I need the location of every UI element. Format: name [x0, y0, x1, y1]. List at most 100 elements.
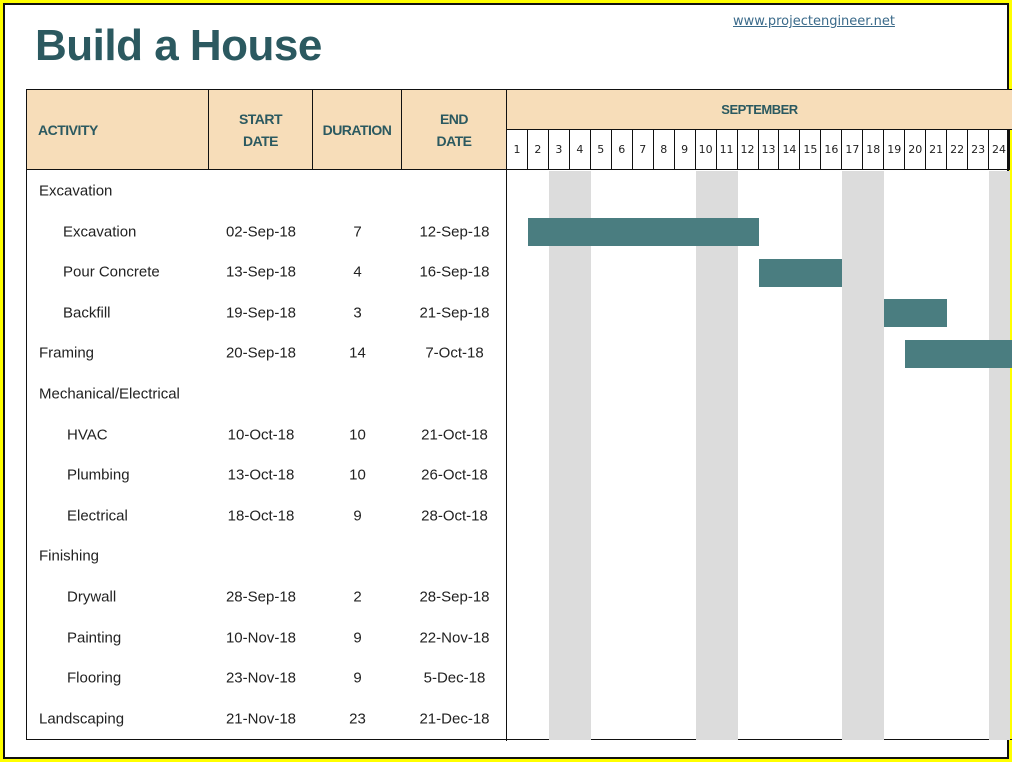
activity-name: Flooring	[67, 669, 122, 687]
table-row: Excavation	[27, 171, 507, 211]
end-date: 22-Nov-18	[419, 629, 490, 647]
header-duration: DURATION	[313, 90, 402, 170]
day-header: 7	[632, 130, 654, 170]
duration: 10	[349, 426, 366, 444]
start-date: 10-Oct-18	[227, 426, 295, 444]
divider	[506, 170, 507, 741]
end-date: 26-Oct-18	[421, 466, 488, 484]
task-bar[interactable]	[905, 339, 1012, 368]
end-date: 16-Sep-18	[419, 263, 490, 281]
day-header: 19	[884, 130, 906, 170]
start-date: 21-Nov-18	[225, 710, 297, 728]
day-header: 24	[989, 130, 1011, 170]
header-end-date: END DATE	[402, 90, 507, 170]
activity-name: Electrical	[67, 507, 128, 525]
table-row: Finishing	[27, 536, 507, 576]
page-title: Build a House	[35, 21, 322, 70]
start-date: 20-Sep-18	[225, 344, 297, 362]
activity-name: Finishing	[39, 547, 100, 565]
day-header: 23	[968, 130, 990, 170]
start-date: 13-Sep-18	[225, 263, 297, 281]
activity-name: Plumbing	[67, 466, 130, 484]
table-row: Landscaping 21-Nov-18 23 21-Dec-18	[27, 699, 507, 739]
duration: 2	[353, 588, 362, 606]
table-row: Drywall 28-Sep-18 2 28-Sep-18	[27, 577, 507, 617]
end-date: 21-Oct-18	[421, 426, 488, 444]
table-row: HVAC 10-Oct-18 10 21-Oct-18	[27, 415, 507, 455]
day-header: 8	[653, 130, 675, 170]
activity-name: Landscaping	[39, 710, 125, 728]
day-header: 16	[821, 130, 843, 170]
table-row: Flooring 23-Nov-18 9 5-Dec-18	[27, 658, 507, 698]
weekend-shade	[863, 171, 885, 740]
day-header: 15	[800, 130, 822, 170]
table-row: Excavation 02-Sep-18 7 12-Sep-18	[27, 212, 507, 252]
activity-name: Framing	[39, 344, 95, 362]
task-bar[interactable]	[527, 217, 759, 246]
header-month: SEPTEMBER	[507, 90, 1012, 130]
table-row: Electrical 18-Oct-18 9 28-Oct-18	[27, 496, 507, 536]
start-date: 28-Sep-18	[225, 588, 297, 606]
duration: 9	[353, 629, 362, 647]
day-header: 20	[905, 130, 927, 170]
weekend-shade	[695, 171, 717, 740]
duration: 9	[353, 507, 362, 525]
day-header: 3	[548, 130, 570, 170]
table-row: Mechanical/Electrical	[27, 374, 507, 414]
day-header: 10	[695, 130, 717, 170]
weekend-shade	[716, 171, 738, 740]
end-date: 5-Dec-18	[423, 669, 486, 687]
weekend-shade	[548, 171, 570, 740]
weekend-shade	[569, 171, 591, 740]
table-row: Backfill 19-Sep-18 3 21-Sep-18	[27, 293, 507, 333]
day-header: 5	[590, 130, 612, 170]
start-date: 02-Sep-18	[225, 223, 297, 241]
activity-name: HVAC	[67, 426, 108, 444]
day-header: 18	[863, 130, 885, 170]
table-row: Pour Concrete 13-Sep-18 4 16-Sep-18	[27, 252, 507, 292]
day-header: 13	[758, 130, 780, 170]
day-header: 12	[737, 130, 759, 170]
activity-name: Excavation	[63, 223, 137, 241]
start-date: 10-Nov-18	[225, 629, 297, 647]
weekend-shade	[842, 171, 864, 740]
start-date: 13-Oct-18	[227, 466, 295, 484]
end-date: 21-Sep-18	[419, 304, 490, 322]
task-bar[interactable]	[884, 299, 948, 328]
website-link[interactable]: www.projectengineer.net	[733, 14, 895, 29]
day-header: 2	[527, 130, 549, 170]
sheet: Build a House www.projectengineer.net AC…	[3, 3, 1012, 759]
duration: 3	[353, 304, 362, 322]
day-header: 9	[674, 130, 696, 170]
start-date: 18-Oct-18	[227, 507, 295, 525]
header-start-date: START DATE	[209, 90, 313, 170]
table-row: Plumbing 13-Oct-18 10 26-Oct-18	[27, 455, 507, 495]
start-date: 23-Nov-18	[225, 669, 297, 687]
day-header: 22	[947, 130, 969, 170]
day-header: 11	[716, 130, 738, 170]
duration: 7	[353, 223, 362, 241]
duration: 4	[353, 263, 362, 281]
day-header: 17	[842, 130, 864, 170]
activity-name: Excavation	[39, 182, 113, 200]
end-date: 21-Dec-18	[419, 710, 490, 728]
table-row: Framing 20-Sep-18 14 7-Oct-18	[27, 333, 507, 373]
activity-name: Backfill	[63, 304, 111, 322]
end-date: 28-Oct-18	[421, 507, 488, 525]
end-date: 28-Sep-18	[419, 588, 490, 606]
activity-name: Pour Concrete	[63, 263, 160, 281]
end-date: 12-Sep-18	[419, 223, 490, 241]
duration: 14	[349, 344, 366, 362]
day-header: 21	[926, 130, 948, 170]
start-date: 19-Sep-18	[225, 304, 297, 322]
day-header: 4	[569, 130, 591, 170]
weekend-shade	[989, 171, 1011, 740]
duration: 10	[349, 466, 366, 484]
end-date: 7-Oct-18	[425, 344, 484, 362]
table-row: Painting 10-Nov-18 9 22-Nov-18	[27, 618, 507, 658]
task-bar[interactable]	[758, 258, 843, 287]
duration: 23	[349, 710, 366, 728]
header-activity: ACTIVITY	[27, 90, 209, 170]
day-header: 6	[611, 130, 633, 170]
activity-name: Drywall	[67, 588, 117, 606]
